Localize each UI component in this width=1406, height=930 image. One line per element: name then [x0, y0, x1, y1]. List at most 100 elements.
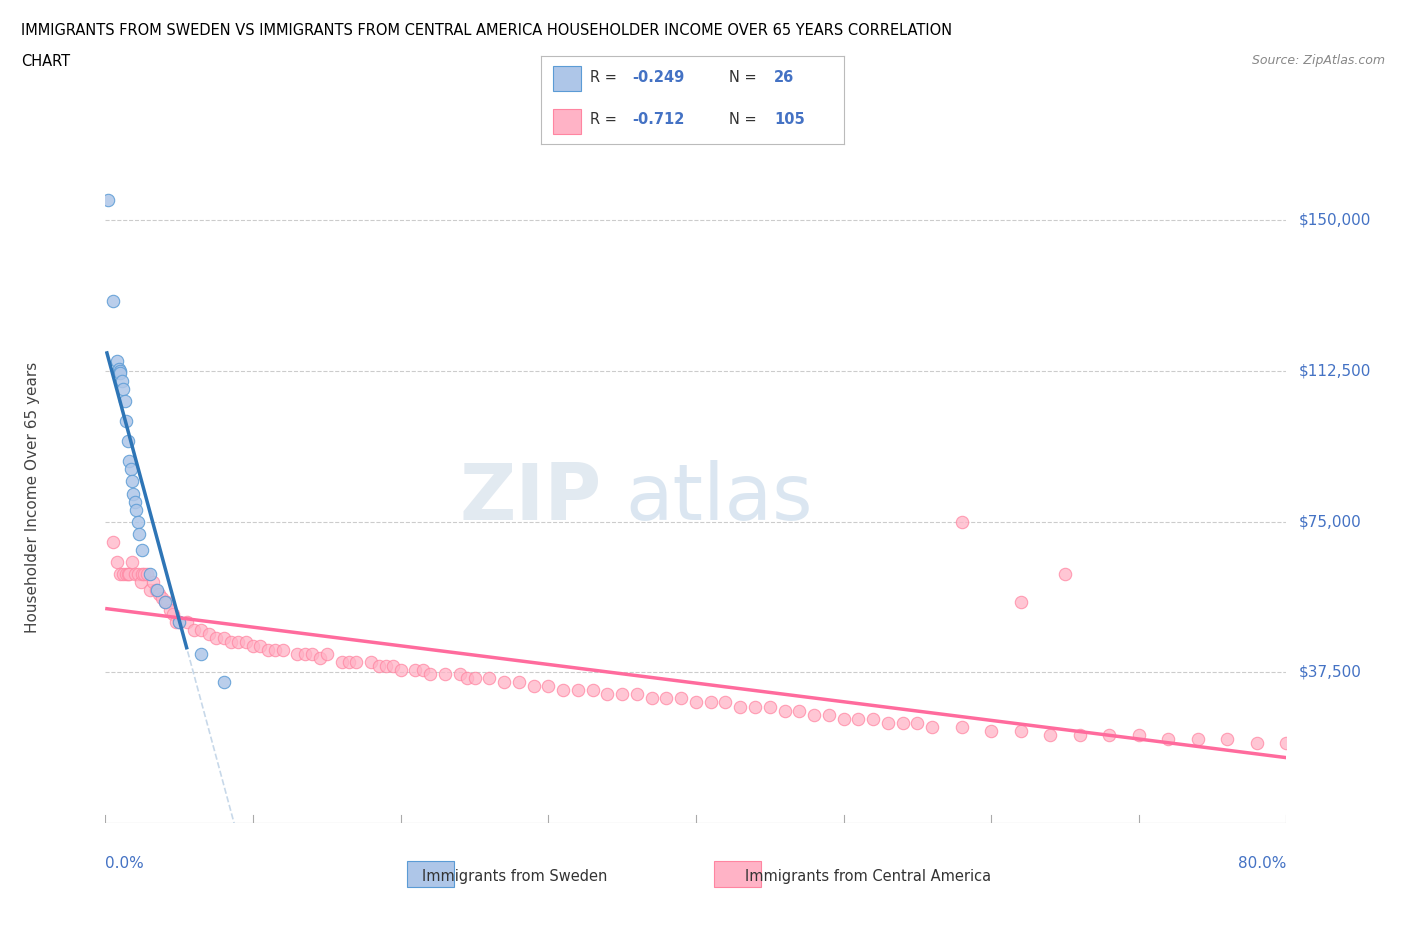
Point — [1246, 736, 1268, 751]
Point — [337, 655, 360, 670]
Point — [1187, 731, 1209, 746]
Point — [759, 699, 782, 714]
Text: 80.0%: 80.0% — [1239, 856, 1286, 870]
Point — [744, 699, 766, 714]
Point — [817, 707, 839, 722]
Point — [308, 651, 330, 666]
Point — [271, 643, 294, 658]
Point — [249, 639, 271, 654]
Point — [596, 687, 619, 702]
Point — [463, 671, 486, 685]
Point — [950, 514, 973, 529]
Point — [169, 615, 191, 630]
Text: $37,500: $37,500 — [1298, 665, 1361, 680]
Text: atlas: atlas — [626, 459, 813, 536]
Point — [522, 679, 544, 694]
Point — [197, 627, 219, 642]
Point — [124, 566, 146, 581]
Point — [456, 671, 478, 685]
Point — [1098, 727, 1121, 742]
Text: R =: R = — [589, 112, 621, 126]
Text: -0.712: -0.712 — [633, 112, 685, 126]
Bar — [714, 861, 761, 887]
Point — [117, 566, 139, 581]
Point — [101, 535, 124, 550]
Point — [132, 566, 155, 581]
Point — [846, 711, 869, 726]
Point — [382, 658, 405, 673]
Point — [980, 724, 1002, 738]
Point — [905, 715, 928, 730]
Point — [1010, 594, 1032, 609]
Point — [294, 647, 316, 662]
Text: N =: N = — [728, 71, 761, 86]
Point — [112, 566, 135, 581]
Point — [626, 687, 648, 702]
Point — [212, 675, 235, 690]
Point — [551, 683, 574, 698]
Point — [146, 582, 169, 597]
Point — [315, 647, 337, 662]
Point — [124, 494, 146, 509]
Point — [148, 587, 170, 602]
Point — [891, 715, 914, 730]
Point — [129, 575, 152, 590]
Text: CHART: CHART — [21, 54, 70, 69]
Point — [121, 554, 143, 569]
Point — [610, 687, 633, 702]
Text: Immigrants from Central America: Immigrants from Central America — [745, 869, 991, 883]
Point — [226, 635, 250, 650]
Point — [115, 566, 138, 581]
Point — [110, 365, 132, 380]
Point — [159, 603, 181, 618]
Point — [127, 514, 149, 529]
Point — [832, 711, 855, 726]
Point — [1010, 724, 1032, 738]
Point — [419, 667, 441, 682]
Point — [1128, 727, 1150, 742]
Point — [122, 486, 145, 501]
Point — [862, 711, 884, 726]
Point — [162, 606, 184, 621]
Point — [176, 615, 198, 630]
Point — [131, 566, 153, 581]
Point — [118, 566, 141, 581]
Point — [121, 474, 143, 489]
Point — [950, 719, 973, 734]
Point — [374, 658, 396, 673]
Point — [190, 647, 212, 662]
Point — [412, 663, 434, 678]
Point — [138, 582, 160, 597]
Point — [492, 675, 515, 690]
Point — [671, 691, 693, 706]
Text: Householder Income Over 65 years: Householder Income Over 65 years — [25, 362, 39, 633]
Point — [773, 703, 796, 718]
Point — [301, 647, 323, 662]
Text: Source: ZipAtlas.com: Source: ZipAtlas.com — [1251, 54, 1385, 67]
Point — [156, 594, 179, 609]
Point — [1216, 731, 1239, 746]
Point — [101, 293, 124, 308]
Point — [581, 683, 603, 698]
Point — [433, 667, 456, 682]
Text: ZIP: ZIP — [460, 459, 602, 536]
Point — [153, 594, 176, 609]
Point — [1157, 731, 1180, 746]
Point — [150, 591, 173, 605]
Point — [117, 434, 139, 449]
Point — [699, 695, 723, 710]
Point — [537, 679, 560, 694]
Point — [330, 655, 353, 670]
Point — [714, 695, 737, 710]
Text: $150,000: $150,000 — [1298, 213, 1371, 228]
Bar — [554, 66, 581, 91]
Point — [877, 715, 900, 730]
Text: 26: 26 — [775, 71, 794, 86]
Point — [169, 615, 191, 630]
Point — [138, 566, 160, 581]
Point — [1069, 727, 1091, 742]
Point — [135, 566, 157, 581]
Point — [183, 623, 205, 638]
Point — [97, 193, 120, 207]
Point — [360, 655, 382, 670]
